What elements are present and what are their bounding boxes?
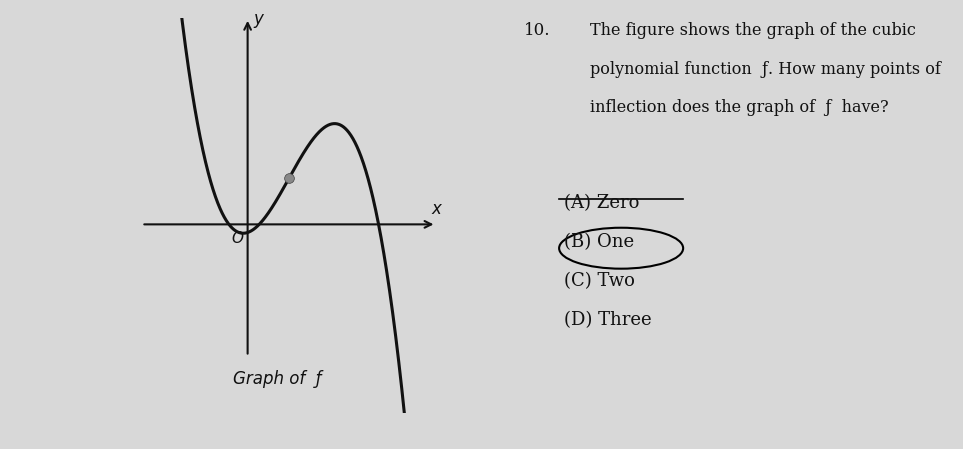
Text: inflection does the graph of  ƒ  have?: inflection does the graph of ƒ have? xyxy=(590,100,889,116)
Text: (B) One: (B) One xyxy=(563,233,634,251)
Text: (D) Three: (D) Three xyxy=(563,311,651,329)
Text: Graph of  ƒ: Graph of ƒ xyxy=(233,370,322,387)
Text: (C) Two: (C) Two xyxy=(563,272,635,290)
Text: 10.: 10. xyxy=(524,22,550,39)
Text: y: y xyxy=(253,10,264,28)
Text: polynomial function  ƒ. How many points of: polynomial function ƒ. How many points o… xyxy=(590,61,941,78)
Text: (A) Zero: (A) Zero xyxy=(563,194,638,212)
Text: x: x xyxy=(431,200,441,218)
Text: The figure shows the graph of the cubic: The figure shows the graph of the cubic xyxy=(590,22,916,39)
Text: O: O xyxy=(231,231,243,246)
